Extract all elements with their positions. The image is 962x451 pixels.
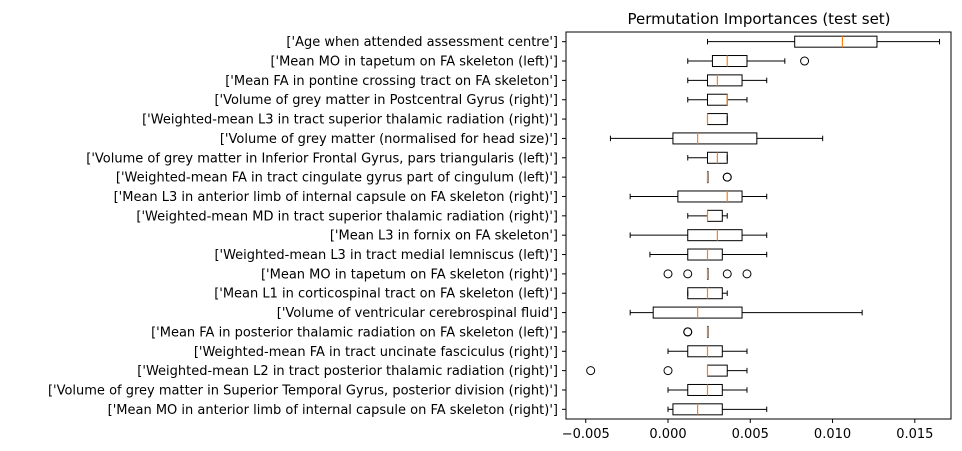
box-iqr: [706, 364, 728, 377]
category-label: ['Mean FA in posterior thalamic radiatio…: [151, 325, 558, 340]
outlier-point: [663, 366, 673, 376]
box-iqr: [794, 35, 878, 48]
box-row: ['Volume of grey matter in Superior Temp…: [48, 383, 748, 398]
box-row: ['Volume of ventricular cerebrospinal fl…: [277, 306, 863, 321]
outlier-point: [683, 327, 693, 337]
box-row: ['Weighted-mean FA in tract uncinate fas…: [194, 345, 748, 360]
x-tick-label: 0.005: [732, 427, 769, 442]
box-row: ['Mean L1 in corticospinal tract on FA s…: [214, 287, 728, 302]
category-label: ['Mean MO in anterior limb of internal c…: [108, 403, 558, 418]
outlier-point: [722, 269, 732, 279]
box-row: ['Mean MO in anterior limb of internal c…: [108, 403, 768, 418]
outlier-point: [800, 56, 810, 66]
box-row: ['Weighted-mean L3 in tract medial lemni…: [214, 248, 768, 263]
category-label: ['Weighted-mean L3 in tract superior tha…: [142, 113, 558, 128]
box-row: ['Mean L3 in fornix on FA skeleton']: [330, 229, 768, 244]
box-row: ['Weighted-mean FA in tract cingulate gy…: [116, 171, 732, 186]
box-row: ['Mean MO in tapetum on FA skeleton (rig…: [261, 267, 752, 282]
category-label: ['Mean MO in tapetum on FA skeleton (lef…: [270, 55, 558, 70]
category-label: ['Weighted-mean L2 in tract posterior th…: [137, 364, 558, 379]
box-iqr: [687, 229, 743, 242]
category-label: ['Volume of grey matter (normalised for …: [220, 132, 558, 147]
box-iqr: [677, 190, 743, 203]
box-row: ['Age when attended assessment centre']: [286, 35, 940, 50]
category-label: ['Weighted-mean MD in tract superior tha…: [136, 209, 558, 224]
box-row: ['Volume of grey matter in Inferior Fron…: [86, 151, 728, 166]
x-tick-label: −0.005: [562, 427, 610, 442]
category-label: ['Weighted-mean FA in tract uncinate fas…: [194, 345, 558, 360]
outlier-point: [663, 269, 673, 279]
category-label: ['Age when attended assessment centre']: [286, 35, 558, 50]
box-row: ['Mean MO in tapetum on FA skeleton (lef…: [270, 55, 810, 70]
box-iqr: [687, 248, 723, 261]
box-iqr: [706, 93, 728, 106]
box-row: ['Weighted-mean MD in tract superior tha…: [136, 209, 728, 224]
chart-title: Permutation Importances (test set): [627, 10, 890, 28]
category-label: ['Volume of grey matter in Superior Temp…: [48, 383, 558, 398]
category-label: ['Mean MO in tapetum on FA skeleton (rig…: [261, 267, 558, 282]
category-label: ['Volume of grey matter in Inferior Fron…: [86, 151, 558, 166]
box-row: ['Volume of grey matter (normalised for …: [220, 132, 824, 147]
outlier-point: [683, 269, 693, 279]
category-label: ['Mean L1 in corticospinal tract on FA s…: [214, 287, 558, 302]
box-iqr: [672, 132, 758, 145]
outlier-point: [742, 269, 752, 279]
box-row: ['Mean FA in posterior thalamic radiatio…: [151, 325, 709, 340]
box-iqr: [706, 113, 728, 126]
box-row: ['Volume of grey matter in Postcentral G…: [214, 93, 748, 108]
box-iqr: [687, 383, 723, 396]
outlier-point: [586, 366, 596, 376]
x-tick-label: 0.010: [814, 427, 851, 442]
outlier-point: [722, 172, 732, 182]
category-label: ['Weighted-mean FA in tract cingulate gy…: [116, 171, 558, 186]
category-label: ['Volume of ventricular cerebrospinal fl…: [277, 306, 558, 321]
box-row: ['Mean L3 in anterior limb of internal c…: [114, 190, 768, 205]
box-iqr: [687, 345, 723, 358]
category-label: ['Mean FA in pontine crossing tract on F…: [225, 74, 558, 89]
x-tick-label: 0.000: [649, 427, 686, 442]
category-label: ['Volume of grey matter in Postcentral G…: [214, 93, 558, 108]
box-row: ['Weighted-mean L3 in tract superior tha…: [142, 113, 728, 128]
box-iqr: [711, 55, 748, 68]
x-tick-label: 0.015: [896, 427, 933, 442]
box-row: ['Mean FA in pontine crossing tract on F…: [225, 74, 768, 89]
box-iqr: [706, 74, 743, 87]
box-iqr: [687, 287, 723, 300]
category-label: ['Weighted-mean L3 in tract medial lemni…: [214, 248, 558, 263]
category-label: ['Mean L3 in fornix on FA skeleton']: [330, 229, 558, 244]
category-label: ['Mean L3 in anterior limb of internal c…: [114, 190, 558, 205]
plot-area: −0.005 0.000 0.005 0.010 0.015 ['Age when att…: [48, 35, 940, 442]
box-iqr: [706, 209, 723, 222]
axes-frame: [565, 31, 952, 420]
box-row: ['Weighted-mean L2 in tract posterior th…: [137, 364, 748, 379]
